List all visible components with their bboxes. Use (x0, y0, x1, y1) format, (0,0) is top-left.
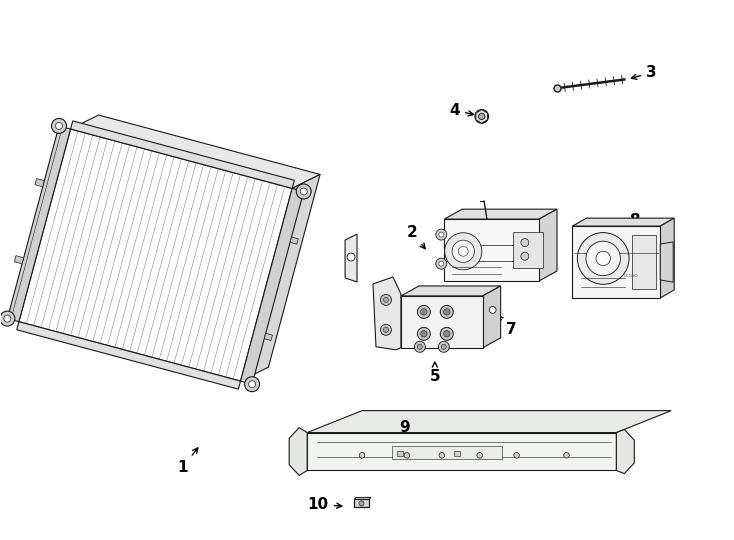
Text: 8: 8 (622, 213, 639, 232)
Circle shape (479, 113, 485, 119)
Circle shape (383, 327, 388, 332)
Circle shape (490, 307, 496, 313)
Circle shape (475, 110, 489, 123)
Polygon shape (392, 446, 501, 459)
Circle shape (436, 229, 447, 240)
Circle shape (441, 345, 446, 349)
Polygon shape (401, 286, 501, 296)
Circle shape (359, 453, 365, 458)
Polygon shape (15, 255, 23, 264)
Text: 3: 3 (631, 65, 657, 80)
Text: 5: 5 (429, 362, 440, 384)
Polygon shape (7, 126, 70, 322)
Text: DENSO: DENSO (624, 274, 639, 279)
Circle shape (244, 377, 260, 392)
Circle shape (586, 241, 620, 275)
Polygon shape (401, 296, 483, 348)
Text: 1: 1 (177, 448, 197, 475)
Circle shape (564, 453, 570, 458)
Circle shape (418, 327, 430, 340)
Circle shape (418, 345, 422, 349)
Polygon shape (241, 174, 320, 381)
Polygon shape (512, 232, 543, 268)
Polygon shape (307, 433, 617, 470)
Polygon shape (454, 451, 459, 456)
Circle shape (249, 381, 255, 388)
Polygon shape (573, 226, 661, 298)
Polygon shape (345, 234, 357, 282)
Circle shape (521, 252, 528, 260)
Text: 9: 9 (399, 420, 414, 441)
Polygon shape (17, 322, 241, 389)
Text: 7: 7 (498, 316, 517, 338)
Circle shape (443, 309, 450, 315)
Circle shape (421, 330, 427, 337)
Circle shape (380, 325, 391, 335)
Circle shape (4, 315, 11, 322)
Polygon shape (354, 500, 369, 508)
Polygon shape (573, 218, 675, 226)
Circle shape (440, 327, 454, 340)
Circle shape (554, 85, 561, 92)
Text: 10: 10 (308, 497, 342, 512)
Circle shape (404, 453, 410, 458)
Polygon shape (397, 451, 403, 456)
Polygon shape (373, 277, 401, 350)
Circle shape (514, 453, 520, 458)
Circle shape (415, 341, 425, 352)
Circle shape (383, 298, 388, 302)
Polygon shape (539, 209, 557, 281)
Polygon shape (354, 497, 371, 500)
Polygon shape (476, 110, 487, 123)
Polygon shape (661, 218, 675, 298)
Polygon shape (289, 428, 307, 476)
Circle shape (439, 232, 444, 237)
Polygon shape (617, 429, 634, 474)
Circle shape (418, 306, 430, 319)
Polygon shape (290, 237, 298, 244)
Circle shape (521, 239, 528, 247)
Circle shape (596, 251, 611, 266)
Polygon shape (632, 235, 656, 289)
Circle shape (485, 303, 500, 317)
Circle shape (380, 294, 391, 306)
Text: 2: 2 (407, 225, 425, 248)
Polygon shape (661, 242, 673, 282)
Circle shape (443, 330, 450, 337)
Circle shape (439, 453, 445, 458)
Polygon shape (444, 209, 557, 219)
Circle shape (439, 261, 444, 266)
Polygon shape (70, 121, 294, 188)
Circle shape (445, 233, 482, 270)
Polygon shape (307, 410, 671, 433)
Polygon shape (241, 188, 304, 384)
Circle shape (421, 309, 427, 315)
Circle shape (477, 453, 482, 458)
Circle shape (347, 253, 355, 261)
Polygon shape (19, 129, 292, 381)
Circle shape (297, 184, 311, 199)
Polygon shape (70, 115, 320, 188)
Circle shape (51, 118, 67, 133)
Circle shape (56, 123, 62, 130)
Circle shape (438, 341, 449, 352)
Circle shape (578, 233, 629, 284)
Circle shape (359, 501, 364, 506)
Text: 6: 6 (416, 315, 441, 330)
Circle shape (458, 246, 468, 256)
Polygon shape (444, 219, 539, 281)
Text: 4: 4 (449, 103, 473, 118)
Polygon shape (483, 286, 501, 348)
Circle shape (440, 306, 454, 319)
Circle shape (0, 311, 15, 326)
Polygon shape (35, 179, 44, 187)
Circle shape (300, 188, 308, 195)
Polygon shape (264, 333, 272, 341)
Circle shape (452, 240, 474, 262)
Circle shape (436, 258, 447, 269)
